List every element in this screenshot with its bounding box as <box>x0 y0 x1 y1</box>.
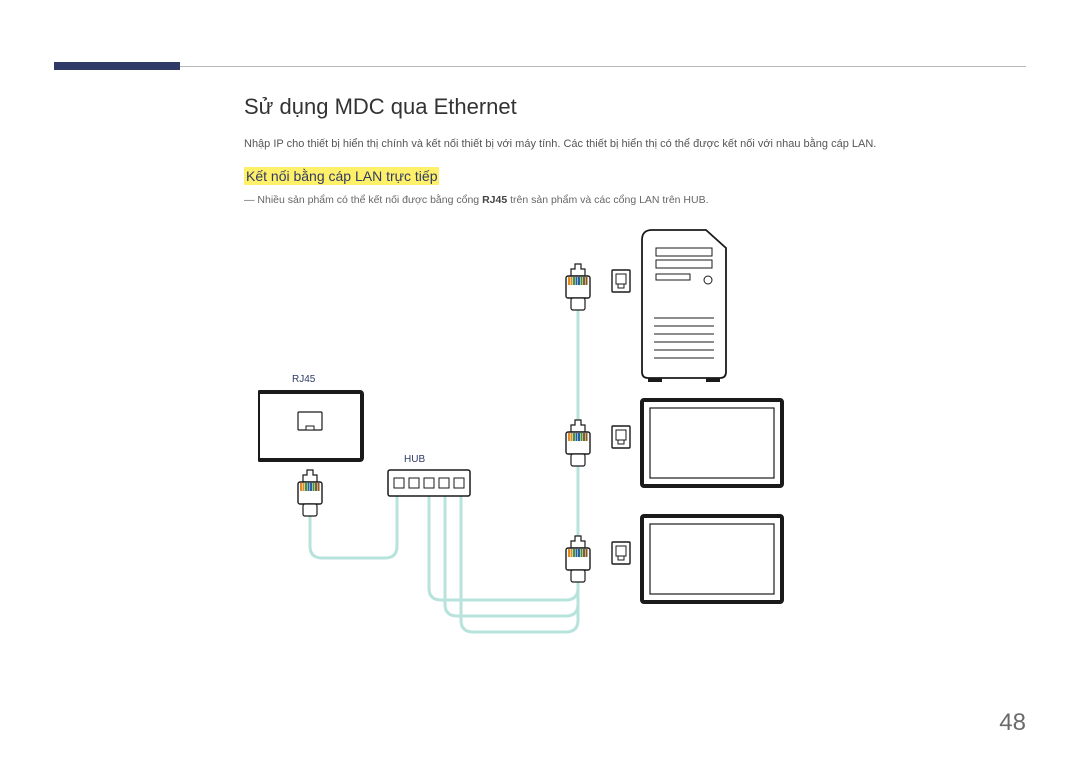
intro-text: Nhập IP cho thiết bị hiển thị chính và k… <box>244 136 1026 153</box>
hub-label: HUB <box>404 454 425 465</box>
note-bold: RJ45 <box>482 194 507 206</box>
note-pre: Nhiều sản phẩm có thể kết nối được bằng … <box>257 194 482 206</box>
header-accent-bar <box>54 62 180 70</box>
note-post: trên sản phẩm và các cổng LAN trên HUB. <box>507 194 708 206</box>
note-text: Nhiều sản phẩm có thể kết nối được bằng … <box>244 193 1026 209</box>
wiring-diagram: RJ45 HUB <box>258 224 838 654</box>
header-rule <box>180 66 1026 67</box>
page-title: Sử dụng MDC qua Ethernet <box>244 94 1026 120</box>
subheading: Kết nối bằng cáp LAN trực tiếp <box>244 167 439 185</box>
page-number: 48 <box>999 709 1026 737</box>
page-content: Sử dụng MDC qua Ethernet Nhập IP cho thi… <box>244 94 1026 226</box>
wiring-svg <box>258 224 838 654</box>
rj45-label: RJ45 <box>292 374 315 385</box>
